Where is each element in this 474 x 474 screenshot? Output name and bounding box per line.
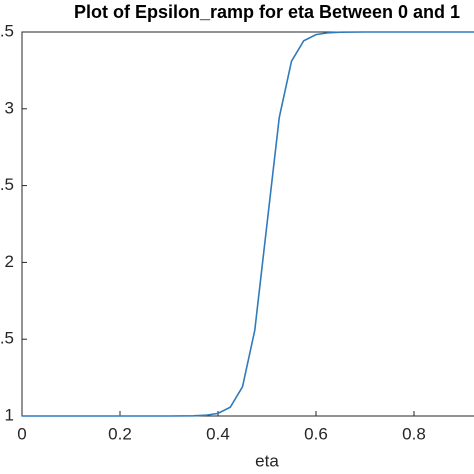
y-tick-label: 1: [5, 405, 14, 424]
x-tick-label: 0.2: [108, 424, 132, 443]
chart-title: Plot of Epsilon_ramp for eta Between 0 a…: [74, 2, 460, 22]
x-tick-label: 0.4: [206, 424, 230, 443]
y-tick-label: .5: [0, 21, 14, 40]
x-tick-label: 0.6: [304, 424, 328, 443]
y-tick-label: .5: [0, 175, 14, 194]
y-tick-label: 2: [5, 252, 14, 271]
plot-frame: [21, 31, 474, 417]
x-tick-label: 0: [17, 424, 26, 443]
y-tick-label: .5: [0, 329, 14, 348]
y-tick-label: 3: [5, 98, 14, 117]
x-tick-label: 0.8: [402, 424, 426, 443]
line-series: [22, 31, 474, 417]
x-axis-label: eta: [255, 451, 279, 470]
